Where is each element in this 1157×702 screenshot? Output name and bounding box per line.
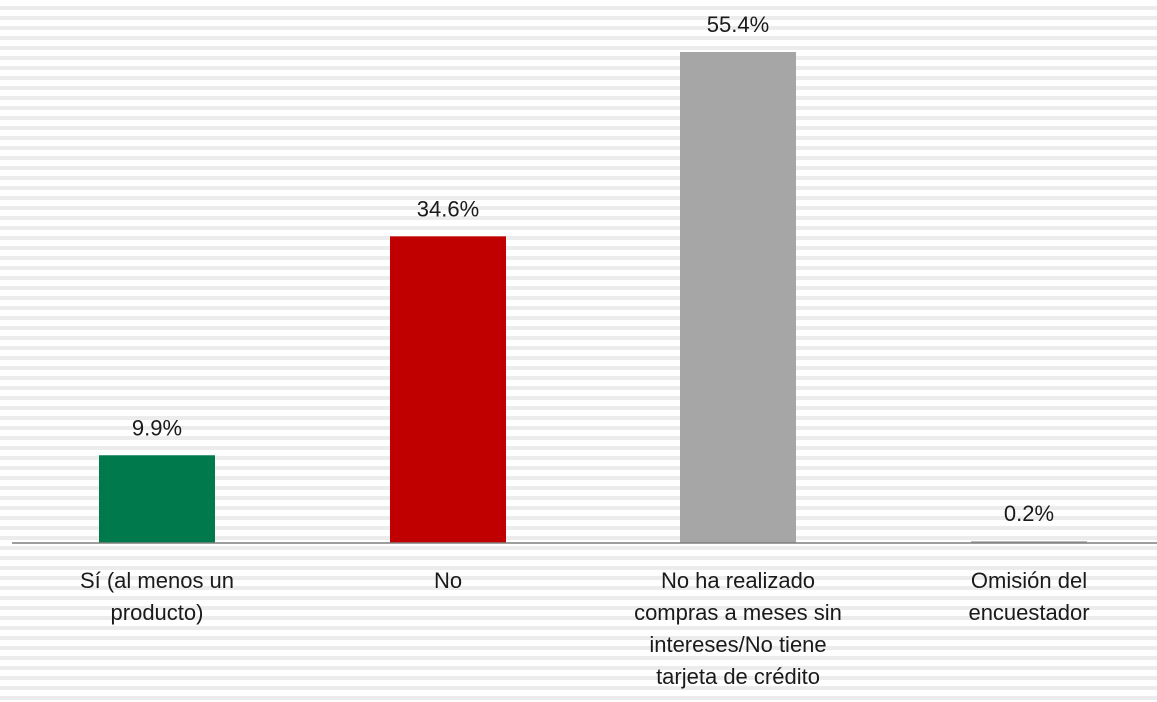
category-label-1-line-1: Sí (al menos un	[80, 568, 234, 593]
category-label-3-line-4: tarjeta de crédito	[656, 664, 820, 689]
value-labels-group: 9.9% 34.6% 55.4% 0.2%	[132, 12, 1054, 526]
category-labels-group: Sí (al menos un producto) No No ha realizad…	[80, 568, 1090, 689]
category-label-2-line-1: No	[434, 568, 462, 593]
category-label-4-line-1: Omisión del	[971, 568, 1087, 593]
bar-1	[99, 455, 215, 543]
value-label-4: 0.2%	[1004, 501, 1054, 526]
category-label-1-line-2: producto)	[111, 600, 204, 625]
category-label-4-line-2: encuestador	[968, 600, 1089, 625]
category-label-3-line-3: intereses/No tiene	[649, 632, 826, 657]
bar-3	[680, 52, 796, 543]
bar-4	[971, 541, 1087, 543]
bar-2	[390, 236, 506, 544]
category-label-3-line-2: compras a meses sin	[634, 600, 842, 625]
value-label-1: 9.9%	[132, 415, 182, 440]
bars-group	[99, 52, 1087, 544]
value-label-2: 34.6%	[417, 196, 479, 221]
category-label-3-line-1: No ha realizado	[661, 568, 815, 593]
value-label-3: 55.4%	[707, 12, 769, 37]
